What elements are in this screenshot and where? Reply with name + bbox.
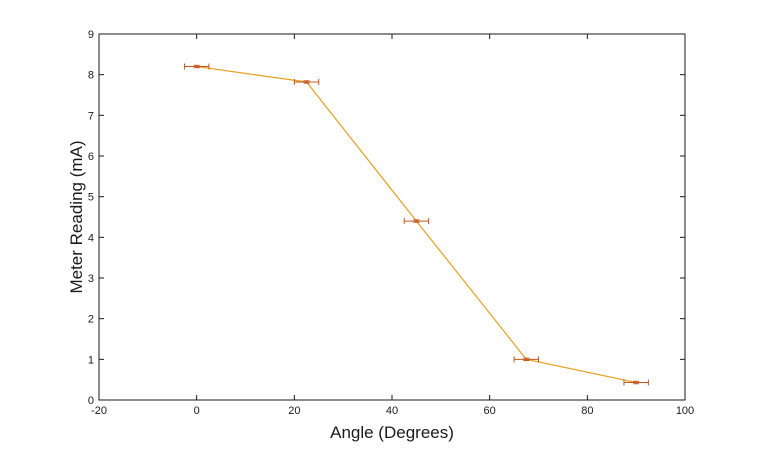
y-tick-label: 6 bbox=[88, 151, 94, 163]
y-tick-label: 4 bbox=[88, 232, 94, 244]
x-tick-label: 0 bbox=[194, 405, 200, 417]
y-tick-label: 1 bbox=[88, 354, 94, 366]
x-axis-title: Angle (Degrees) bbox=[330, 423, 454, 442]
data-point bbox=[293, 78, 320, 85]
x-tick-label: 60 bbox=[484, 405, 496, 417]
y-tick-label: 7 bbox=[88, 110, 94, 122]
x-tick-label: -20 bbox=[91, 405, 107, 417]
x-tick-label: 80 bbox=[581, 405, 593, 417]
data-point bbox=[513, 356, 539, 363]
data-point bbox=[623, 379, 649, 386]
y-tick-label: 2 bbox=[88, 314, 94, 326]
data-point bbox=[183, 63, 210, 70]
x-tick-label: 100 bbox=[676, 405, 694, 417]
y-axis-title: Meter Reading (mA) bbox=[67, 140, 86, 293]
y-tick-label: 5 bbox=[88, 192, 94, 204]
y-tick-label: 9 bbox=[88, 29, 94, 41]
plot-area bbox=[98, 33, 686, 401]
y-tick-label: 8 bbox=[88, 70, 94, 82]
series-layer bbox=[183, 63, 649, 386]
y-tick-label: 0 bbox=[88, 395, 94, 407]
y-tick-label: 3 bbox=[88, 273, 94, 285]
x-tick-label: 40 bbox=[386, 405, 398, 417]
x-tick-label: 20 bbox=[288, 405, 300, 417]
data-point bbox=[403, 218, 430, 225]
